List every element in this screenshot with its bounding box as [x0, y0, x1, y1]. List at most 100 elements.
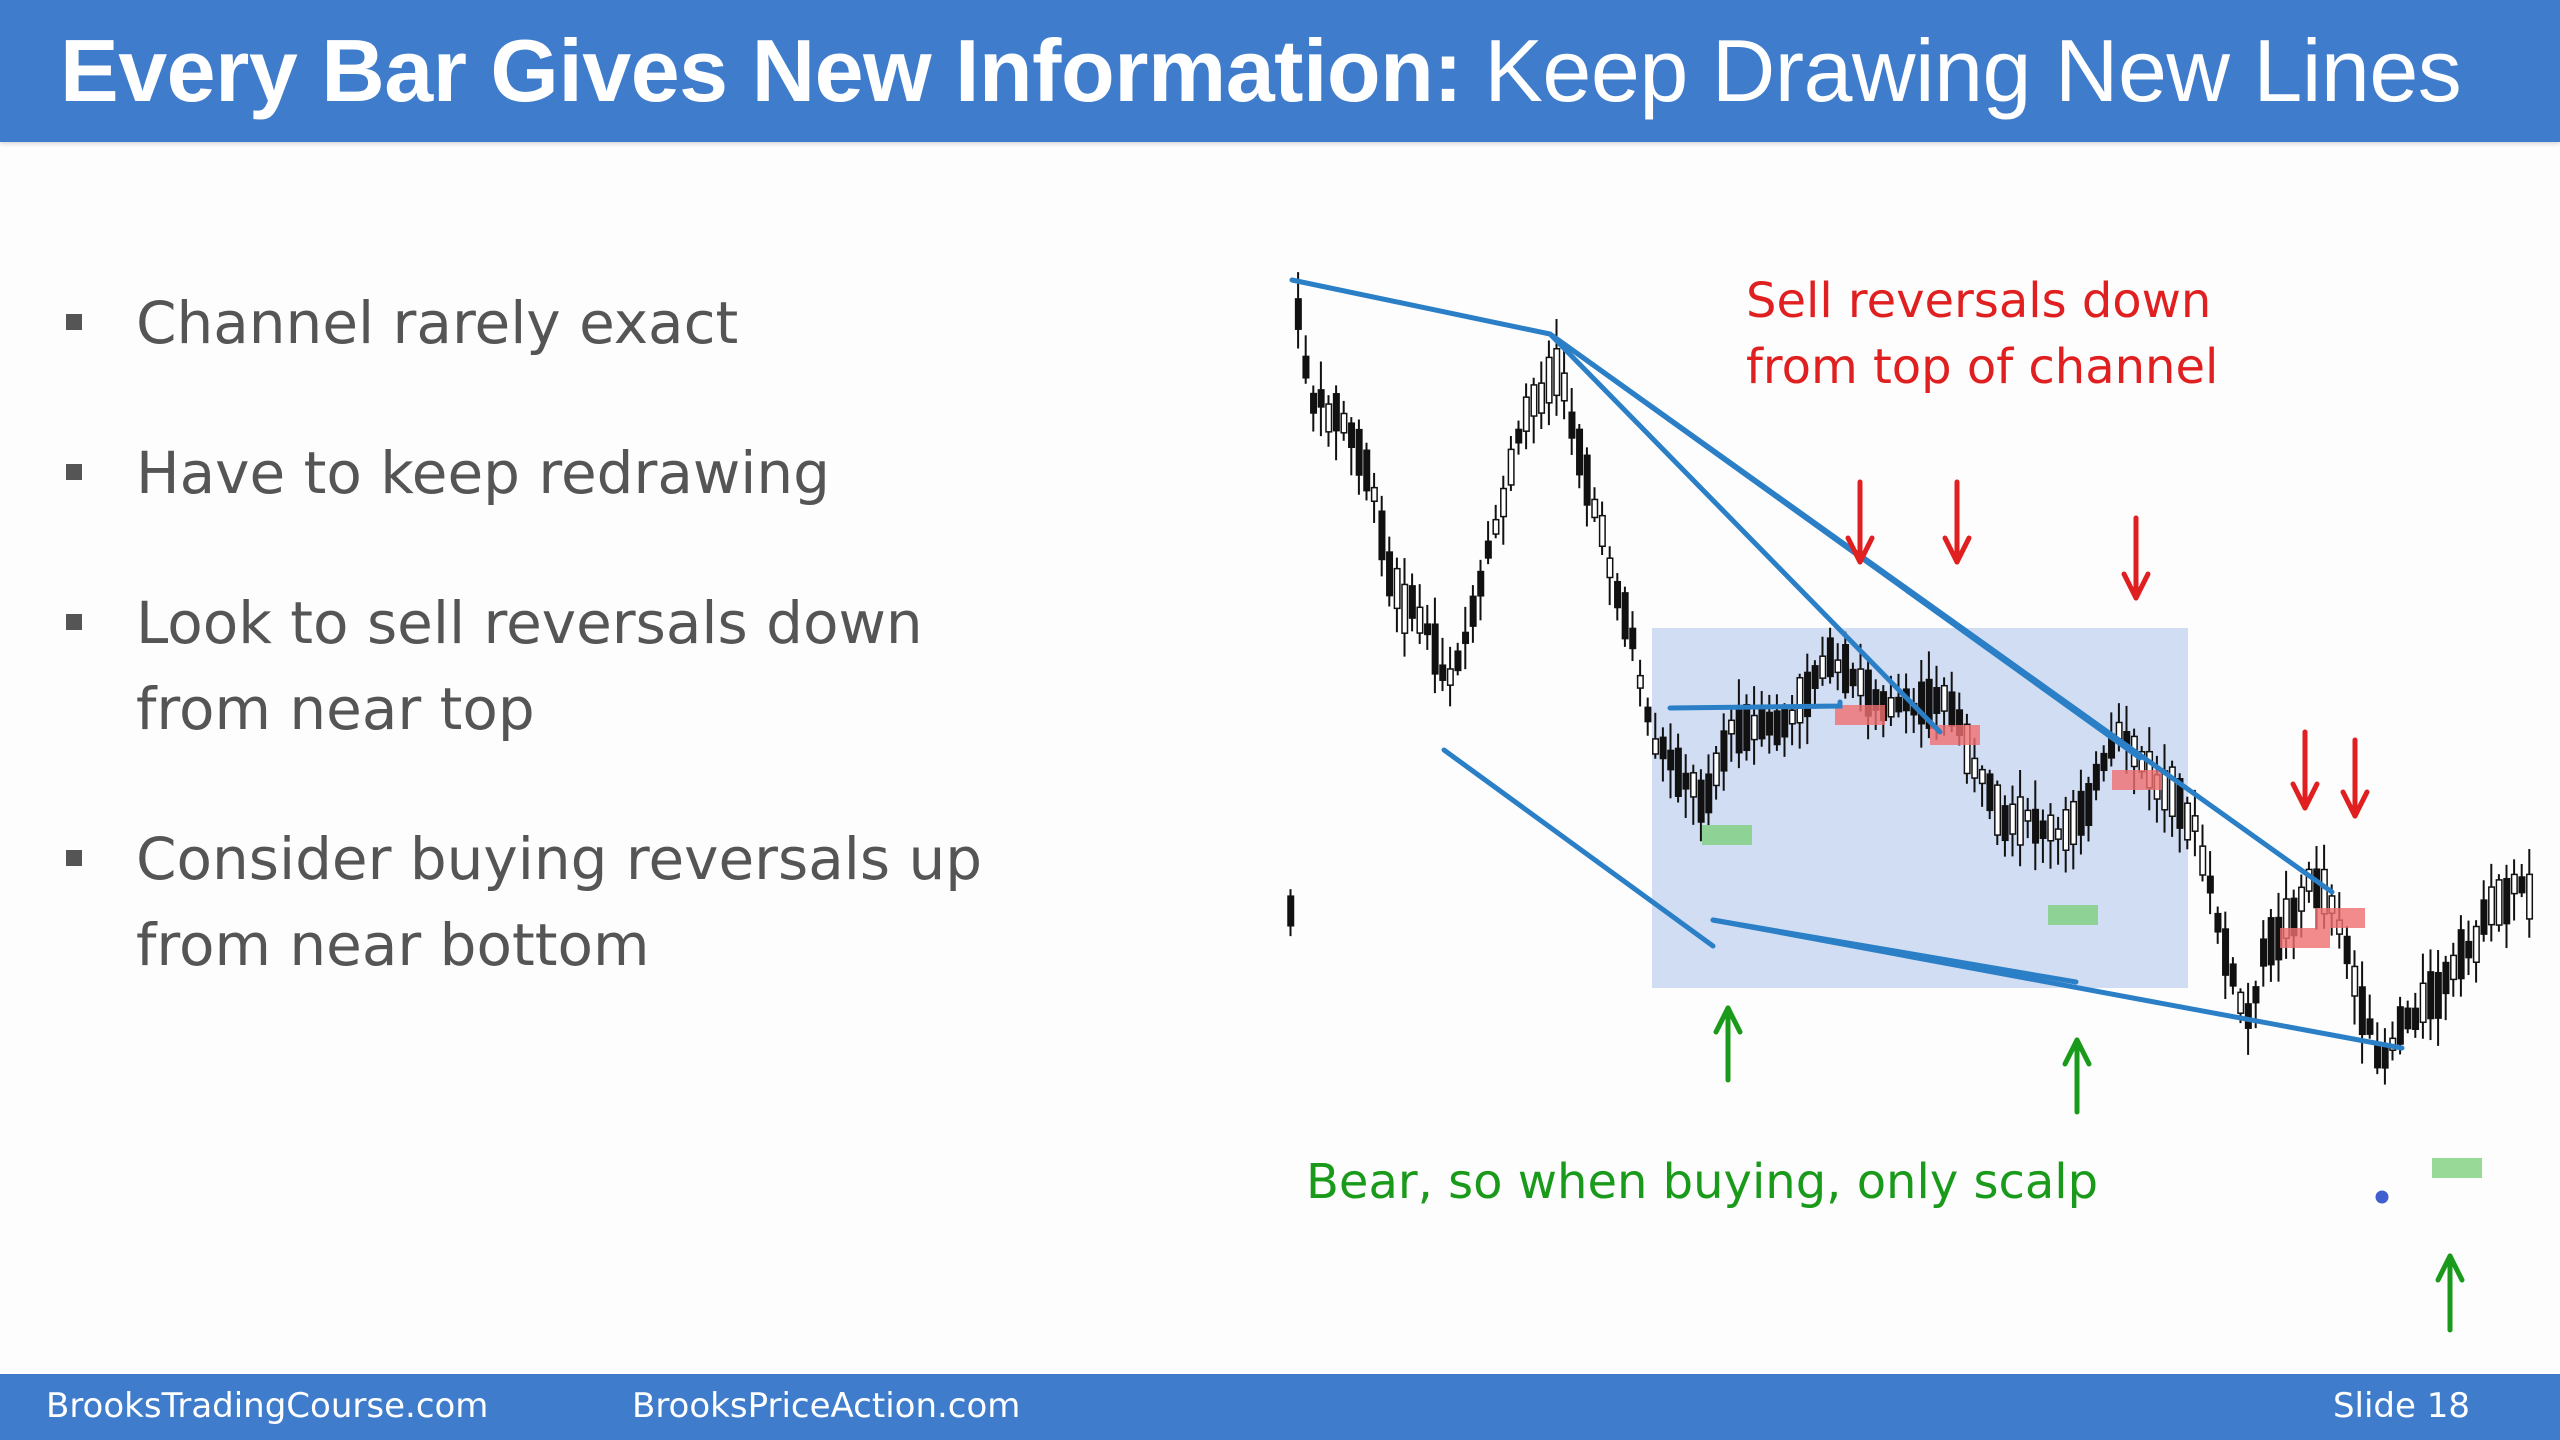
- candle-body: [1735, 704, 1743, 754]
- title-bold: Every Bar Gives New Information:: [60, 21, 1463, 120]
- candle-body: [1804, 671, 1812, 718]
- candle-body: [1446, 668, 1454, 686]
- candle-body: [1933, 687, 1941, 714]
- candle-body: [1948, 691, 1956, 727]
- candle-body: [1500, 487, 1508, 518]
- candle-body: [1462, 631, 1470, 645]
- candle-body: [1439, 664, 1447, 681]
- candle-body: [1728, 719, 1736, 735]
- candle-body: [1819, 655, 1827, 679]
- candle-body: [1302, 355, 1310, 379]
- candle-body: [1294, 298, 1302, 330]
- candle-body: [1895, 696, 1903, 713]
- candle-body: [1560, 372, 1568, 402]
- candle-body: [2495, 879, 2503, 926]
- candle-body: [1887, 697, 1895, 718]
- candle-body: [2252, 986, 2260, 1004]
- candle-body: [1545, 356, 1553, 404]
- candle-body: [2320, 868, 2328, 915]
- candle-body: [1325, 403, 1333, 433]
- candle-body: [2237, 991, 2245, 1014]
- candle-body: [2168, 766, 2176, 818]
- candle-body: [2184, 802, 2192, 841]
- bullet-item: Consider buying reversals up from near b…: [60, 816, 996, 988]
- candle-body: [2480, 899, 2488, 935]
- footer-site1: BrooksTradingCourse.com: [46, 1386, 489, 1426]
- down-arrow-icon: [2340, 737, 2370, 819]
- bullet-text: Consider buying reversals up from near b…: [136, 825, 983, 979]
- candle-body: [1287, 895, 1295, 927]
- candle-body: [2054, 828, 2062, 840]
- candle-body: [2472, 925, 2480, 963]
- candle-body: [2024, 809, 2032, 822]
- candle-body: [1644, 706, 1652, 723]
- candle-body: [2457, 929, 2465, 980]
- bear-note: Bear, so when buying, only scalp: [1306, 1154, 2098, 1210]
- candle-body: [2191, 815, 2199, 832]
- candle-body: [1355, 428, 1363, 476]
- candle-body: [2092, 763, 2100, 791]
- candlestick-bars: [1287, 272, 2534, 1085]
- candle-body: [2358, 986, 2366, 1036]
- sell-signal-marker: [2280, 928, 2330, 948]
- channel-trend-lines: [1289, 277, 2405, 1051]
- candle-body: [2526, 873, 2534, 920]
- bullet-square-icon: [66, 850, 82, 866]
- bullet-item: Have to keep redrawing: [60, 430, 1060, 516]
- candle-body: [2374, 1045, 2382, 1069]
- candle-body: [1332, 393, 1340, 432]
- candle-body: [2039, 820, 2047, 839]
- bullet-text: Channel rarely exact: [136, 289, 739, 357]
- candle-body: [1568, 411, 1576, 439]
- candle-body: [1857, 668, 1865, 697]
- candle-body: [1408, 585, 1416, 619]
- candle-body: [1522, 396, 1530, 432]
- candle-body: [2016, 796, 2024, 846]
- candle-body: [1788, 709, 1796, 725]
- candle-body: [1614, 580, 1622, 609]
- bullet-text: Have to keep redrawing: [136, 439, 830, 507]
- candle-body: [1340, 412, 1348, 434]
- candle-body: [2488, 886, 2496, 926]
- candle-body: [2298, 886, 2306, 912]
- candle-body: [2206, 875, 2214, 894]
- sell-signal-marker: [2112, 770, 2162, 790]
- candle-body: [1538, 382, 1546, 414]
- trend-line: [1547, 331, 1943, 735]
- candle-body: [1484, 540, 1492, 559]
- slide-number: Slide 18: [2332, 1386, 2470, 1426]
- footer-site2: BrooksPriceAction.com: [632, 1386, 1021, 1426]
- candle-body: [1796, 677, 1804, 724]
- sell-signal-marker: [1930, 725, 1980, 745]
- trend-line: [1441, 747, 1716, 949]
- bullet-list: Channel rarely exact Have to keep redraw…: [60, 280, 1060, 1052]
- candle-body: [2176, 778, 2184, 829]
- candle-body: [1940, 684, 1948, 712]
- bullet-square-icon: [66, 314, 82, 330]
- buy-signal-marker: [2048, 905, 2098, 925]
- trend-line: [1289, 277, 1553, 337]
- candle-body: [1629, 627, 1637, 650]
- down-arrow-icon: [1845, 479, 1875, 565]
- candle-body: [2366, 1018, 2374, 1035]
- candle-body: [1598, 514, 1606, 548]
- candle-body: [2009, 803, 2017, 835]
- bullet-text: Look to sell reversals down from near to…: [136, 589, 923, 743]
- bullet-square-icon: [66, 614, 82, 630]
- candle-body: [1918, 681, 1926, 725]
- candle-body: [1636, 674, 1644, 689]
- buy-signal-markers: [1702, 825, 2482, 1178]
- candle-body: [1773, 710, 1781, 746]
- buy-arrows: [1713, 1005, 2465, 1333]
- buy-signal-marker: [2432, 1158, 2482, 1178]
- candle-body: [1363, 449, 1371, 492]
- candle-body: [1834, 659, 1842, 674]
- candle-body: [2450, 954, 2458, 981]
- candle-body: [2100, 752, 2108, 772]
- candle-body: [2412, 1007, 2420, 1031]
- candle-body: [1674, 747, 1682, 797]
- candle-body: [1393, 567, 1401, 610]
- candle-body: [2465, 940, 2473, 959]
- candle-body: [2214, 912, 2222, 933]
- candle-body: [1720, 730, 1728, 772]
